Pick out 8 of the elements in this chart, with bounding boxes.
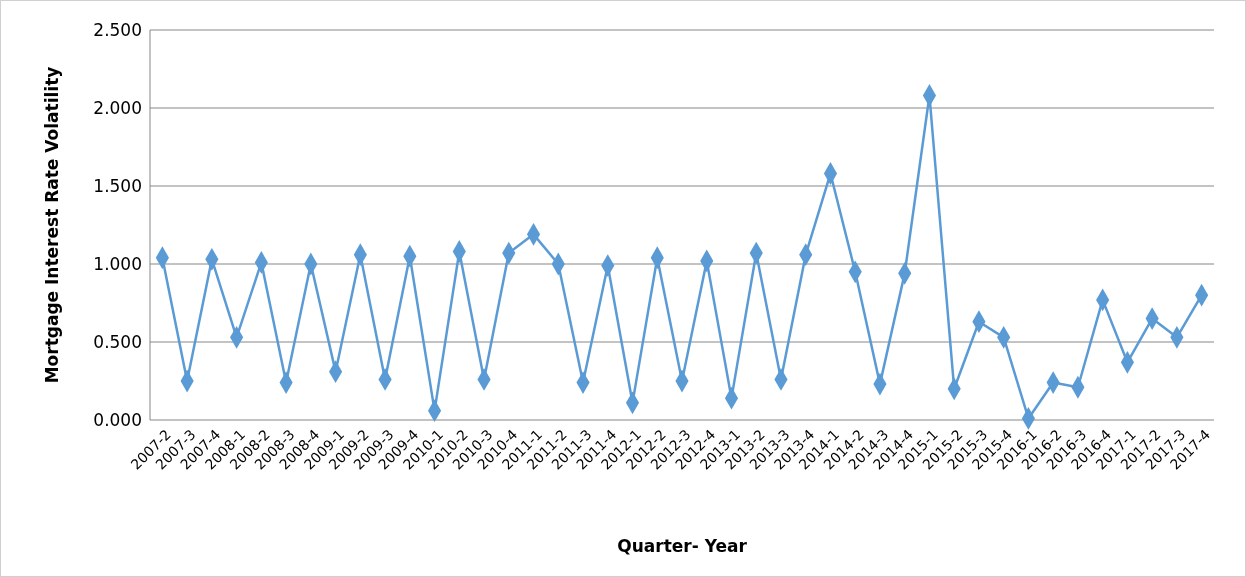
y-tick-label: 0.500 [93, 331, 142, 352]
y-tick-label: 0.000 [93, 409, 142, 430]
y-tick-label: 2.500 [93, 19, 142, 40]
x-axis-title: Quarter- Year [617, 536, 748, 556]
y-tick-label: 1.000 [93, 253, 142, 274]
y-tick-label: 2.000 [93, 97, 142, 118]
y-axis-title: Mortgage Interest Rate Volatility [42, 66, 62, 384]
y-tick-label: 1.500 [93, 175, 142, 196]
